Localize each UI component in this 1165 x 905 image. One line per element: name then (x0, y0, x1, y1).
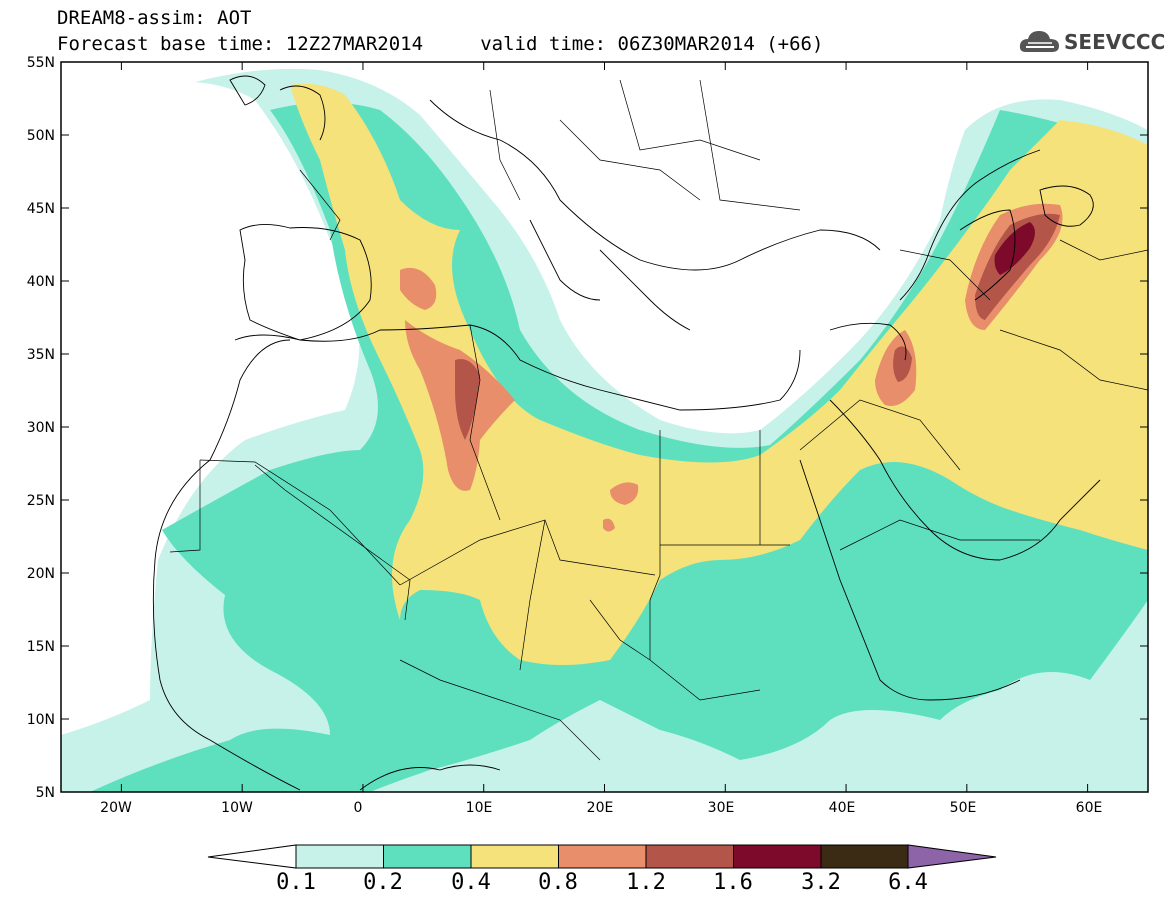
coastlines (152, 75, 1101, 791)
lat-label: 10N (27, 712, 55, 728)
colorbar-label: 6.4 (888, 870, 928, 895)
lat-label: 55N (27, 55, 55, 71)
aot-band-1.2 (893, 346, 912, 382)
logo-text: SEEVCCC (1064, 30, 1165, 54)
lat-label: 45N (27, 201, 55, 217)
lon-labels: 20W 10W 0 10E 20E 30E 40E 50E 60E (100, 800, 1102, 816)
lat-label: 35N (27, 347, 55, 363)
colorbar-label: 0.1 (276, 870, 316, 895)
lon-label: 50E (950, 800, 977, 816)
aot-band-1.2 (455, 359, 480, 440)
forecast-time-subtitle: Forecast base time: 12Z27MAR2014 valid t… (57, 33, 824, 55)
colorbar-label: 0.8 (538, 870, 578, 895)
lat-label: 5N (36, 785, 55, 801)
lon-label: 10E (466, 800, 493, 816)
colorbar-label: 0.2 (363, 870, 403, 895)
lat-label: 40N (27, 274, 55, 290)
colorbar-label: 3.2 (801, 870, 841, 895)
lat-label: 25N (27, 493, 55, 509)
lon-label: 30E (708, 800, 735, 816)
lat-label: 30N (27, 420, 55, 436)
colorbar-cell (645, 844, 734, 869)
aot-band-0.4 (290, 83, 1148, 665)
colorbar-cell (558, 844, 647, 869)
aot-band-0.8 (610, 482, 639, 505)
axis-ticks (61, 61, 1148, 793)
colorbar-cell (295, 844, 384, 869)
map-title: DREAM8-assim: AOT (57, 7, 252, 29)
lat-label: 50N (27, 128, 55, 144)
lon-label: 0 (354, 800, 363, 816)
lon-label: 60E (1076, 800, 1103, 816)
lon-label: 10W (221, 800, 253, 816)
colorbar-under-triangle (207, 844, 297, 869)
colorbar-label: 1.2 (626, 870, 666, 895)
lat-labels: 55N 50N 45N 40N 35N 30N 25N 20N 15N 10N … (27, 55, 55, 801)
colorbar-cell (733, 844, 822, 869)
lat-label: 20N (27, 566, 55, 582)
colorbar-cell (470, 844, 559, 869)
seevccc-logo: SEEVCCC (1018, 26, 1165, 58)
colorbar-over-triangle (907, 844, 997, 869)
aot-band-0.8 (400, 267, 437, 310)
lat-label: 15N (27, 639, 55, 655)
colorbar-label: 0.4 (451, 870, 491, 895)
lon-label: 20W (100, 800, 132, 816)
aot-field (61, 62, 1148, 792)
aot-band-0.8 (603, 518, 615, 532)
colorbar-cell (820, 844, 909, 869)
lon-label: 20E (587, 800, 614, 816)
colorbar-label: 1.6 (713, 870, 753, 895)
colorbar-cell (383, 844, 472, 869)
cloud-icon (1019, 31, 1059, 52)
colorbar (207, 844, 997, 869)
country-borders (169, 79, 1148, 761)
lon-label: 40E (829, 800, 856, 816)
aot-band-1.2 (975, 213, 1060, 320)
